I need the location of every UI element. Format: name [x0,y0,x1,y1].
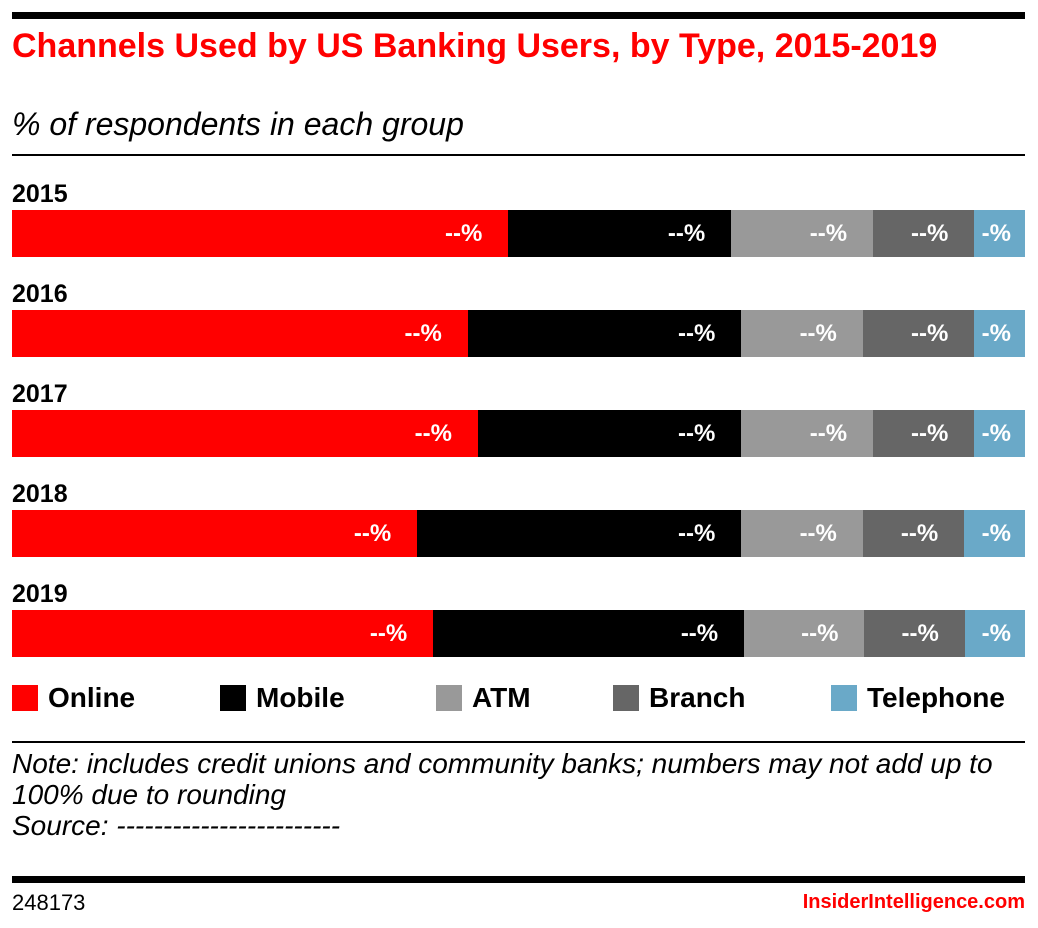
chart-id: 248173 [12,890,86,915]
data-label: --% [678,319,716,347]
legend-label: Telephone [867,682,1005,713]
data-label: -% [981,319,1011,347]
bar-2015: --% --% --% --% -% [12,210,1025,257]
bar-segment-atm: --% [741,310,863,357]
legend-item-branch: Branch [613,682,745,714]
category-label: 2017 [12,380,68,408]
data-label: -% [981,419,1011,447]
chart-subtitle: % of respondents in each group [12,106,464,142]
legend-item-atm: ATM [436,682,531,714]
bar-2018: --% --% --% --% -% [12,510,1025,557]
note-text: Note: includes credit unions and communi… [12,748,993,810]
data-label: --% [678,519,716,547]
bar-segment-online: --% [12,610,434,657]
category-label: 2019 [12,580,68,608]
legend-swatch [831,685,857,711]
data-label: --% [369,619,408,647]
bar-segment-online: --% [12,310,468,357]
data-label: --% [809,419,848,447]
data-label: --% [445,219,483,247]
legend-swatch [12,685,38,711]
bar-segment-telephone: -% [974,210,1025,257]
data-label: --% [799,319,837,347]
bar-segment-atm: --% [731,210,874,257]
bar-segment-atm: --% [741,510,863,557]
legend-label: Online [48,682,136,713]
bar-segment-mobile: --% [477,410,742,457]
data-label: -% [981,219,1011,247]
bar-segment-online: --% [12,510,418,557]
data-label: --% [680,619,719,647]
bar-segment-branch: --% [862,510,965,557]
bottom-rule [12,876,1025,883]
brand-logo: InsiderIntelligence.com [802,891,1025,913]
bar-segment-branch: --% [873,410,975,457]
bar-segment-branch: --% [873,210,975,257]
bar-segment-mobile: --% [417,510,742,557]
chart-title: Channels Used by US Banking Users, by Ty… [12,27,938,65]
legend: Online Mobile ATM Branch Telephone [12,682,1025,716]
category-label: 2016 [12,280,68,308]
legend-swatch [613,685,639,711]
legend-label: Branch [649,682,746,713]
data-label: --% [667,219,706,247]
bar-segment-telephone: -% [964,510,1025,557]
bar-2017: --% --% --% --% -% [12,410,1025,457]
note: Note: includes credit unions and communi… [12,748,1022,841]
data-label: -% [981,519,1011,547]
data-label: --% [901,619,939,647]
top-rule [12,12,1025,19]
data-label: --% [678,419,716,447]
bar-segment-online: --% [12,410,478,457]
legend-item-online: Online [12,682,135,714]
data-label: --% [911,219,949,247]
divider [12,154,1025,156]
legend-swatch [436,685,462,711]
data-label: --% [414,419,452,447]
data-label: --% [404,319,442,347]
data-label: --% [910,319,949,347]
bar-2019: --% --% --% --% -% [12,610,1025,657]
legend-label: Mobile [256,682,345,713]
data-label: --% [353,519,392,547]
source-text: Source: ------------------------ [12,810,341,841]
category-label: 2018 [12,480,68,508]
bar-segment-telephone: -% [974,410,1025,457]
legend-label: ATM [472,682,531,713]
data-label: --% [911,419,949,447]
data-label: -% [981,619,1011,647]
data-label: --% [809,219,848,247]
bar-2016: --% --% --% --% -% [12,310,1025,357]
divider [12,741,1025,743]
bar-segment-telephone: -% [964,610,1025,657]
bar-segment-mobile: --% [508,210,732,257]
legend-item-telephone: Telephone [831,682,1005,714]
data-label: --% [801,619,839,647]
bar-segment-mobile: --% [467,310,742,357]
bar-segment-atm: --% [744,610,865,657]
category-label: 2015 [12,180,68,208]
bar-segment-branch: --% [862,310,975,357]
bar-segment-mobile: --% [433,610,745,657]
bar-segment-telephone: -% [974,310,1025,357]
bar-segment-online: --% [12,210,509,257]
bar-segment-branch: --% [864,610,965,657]
data-label: --% [900,519,939,547]
legend-item-mobile: Mobile [220,682,345,714]
legend-swatch [220,685,246,711]
data-label: --% [799,519,837,547]
bar-segment-atm: --% [741,410,874,457]
